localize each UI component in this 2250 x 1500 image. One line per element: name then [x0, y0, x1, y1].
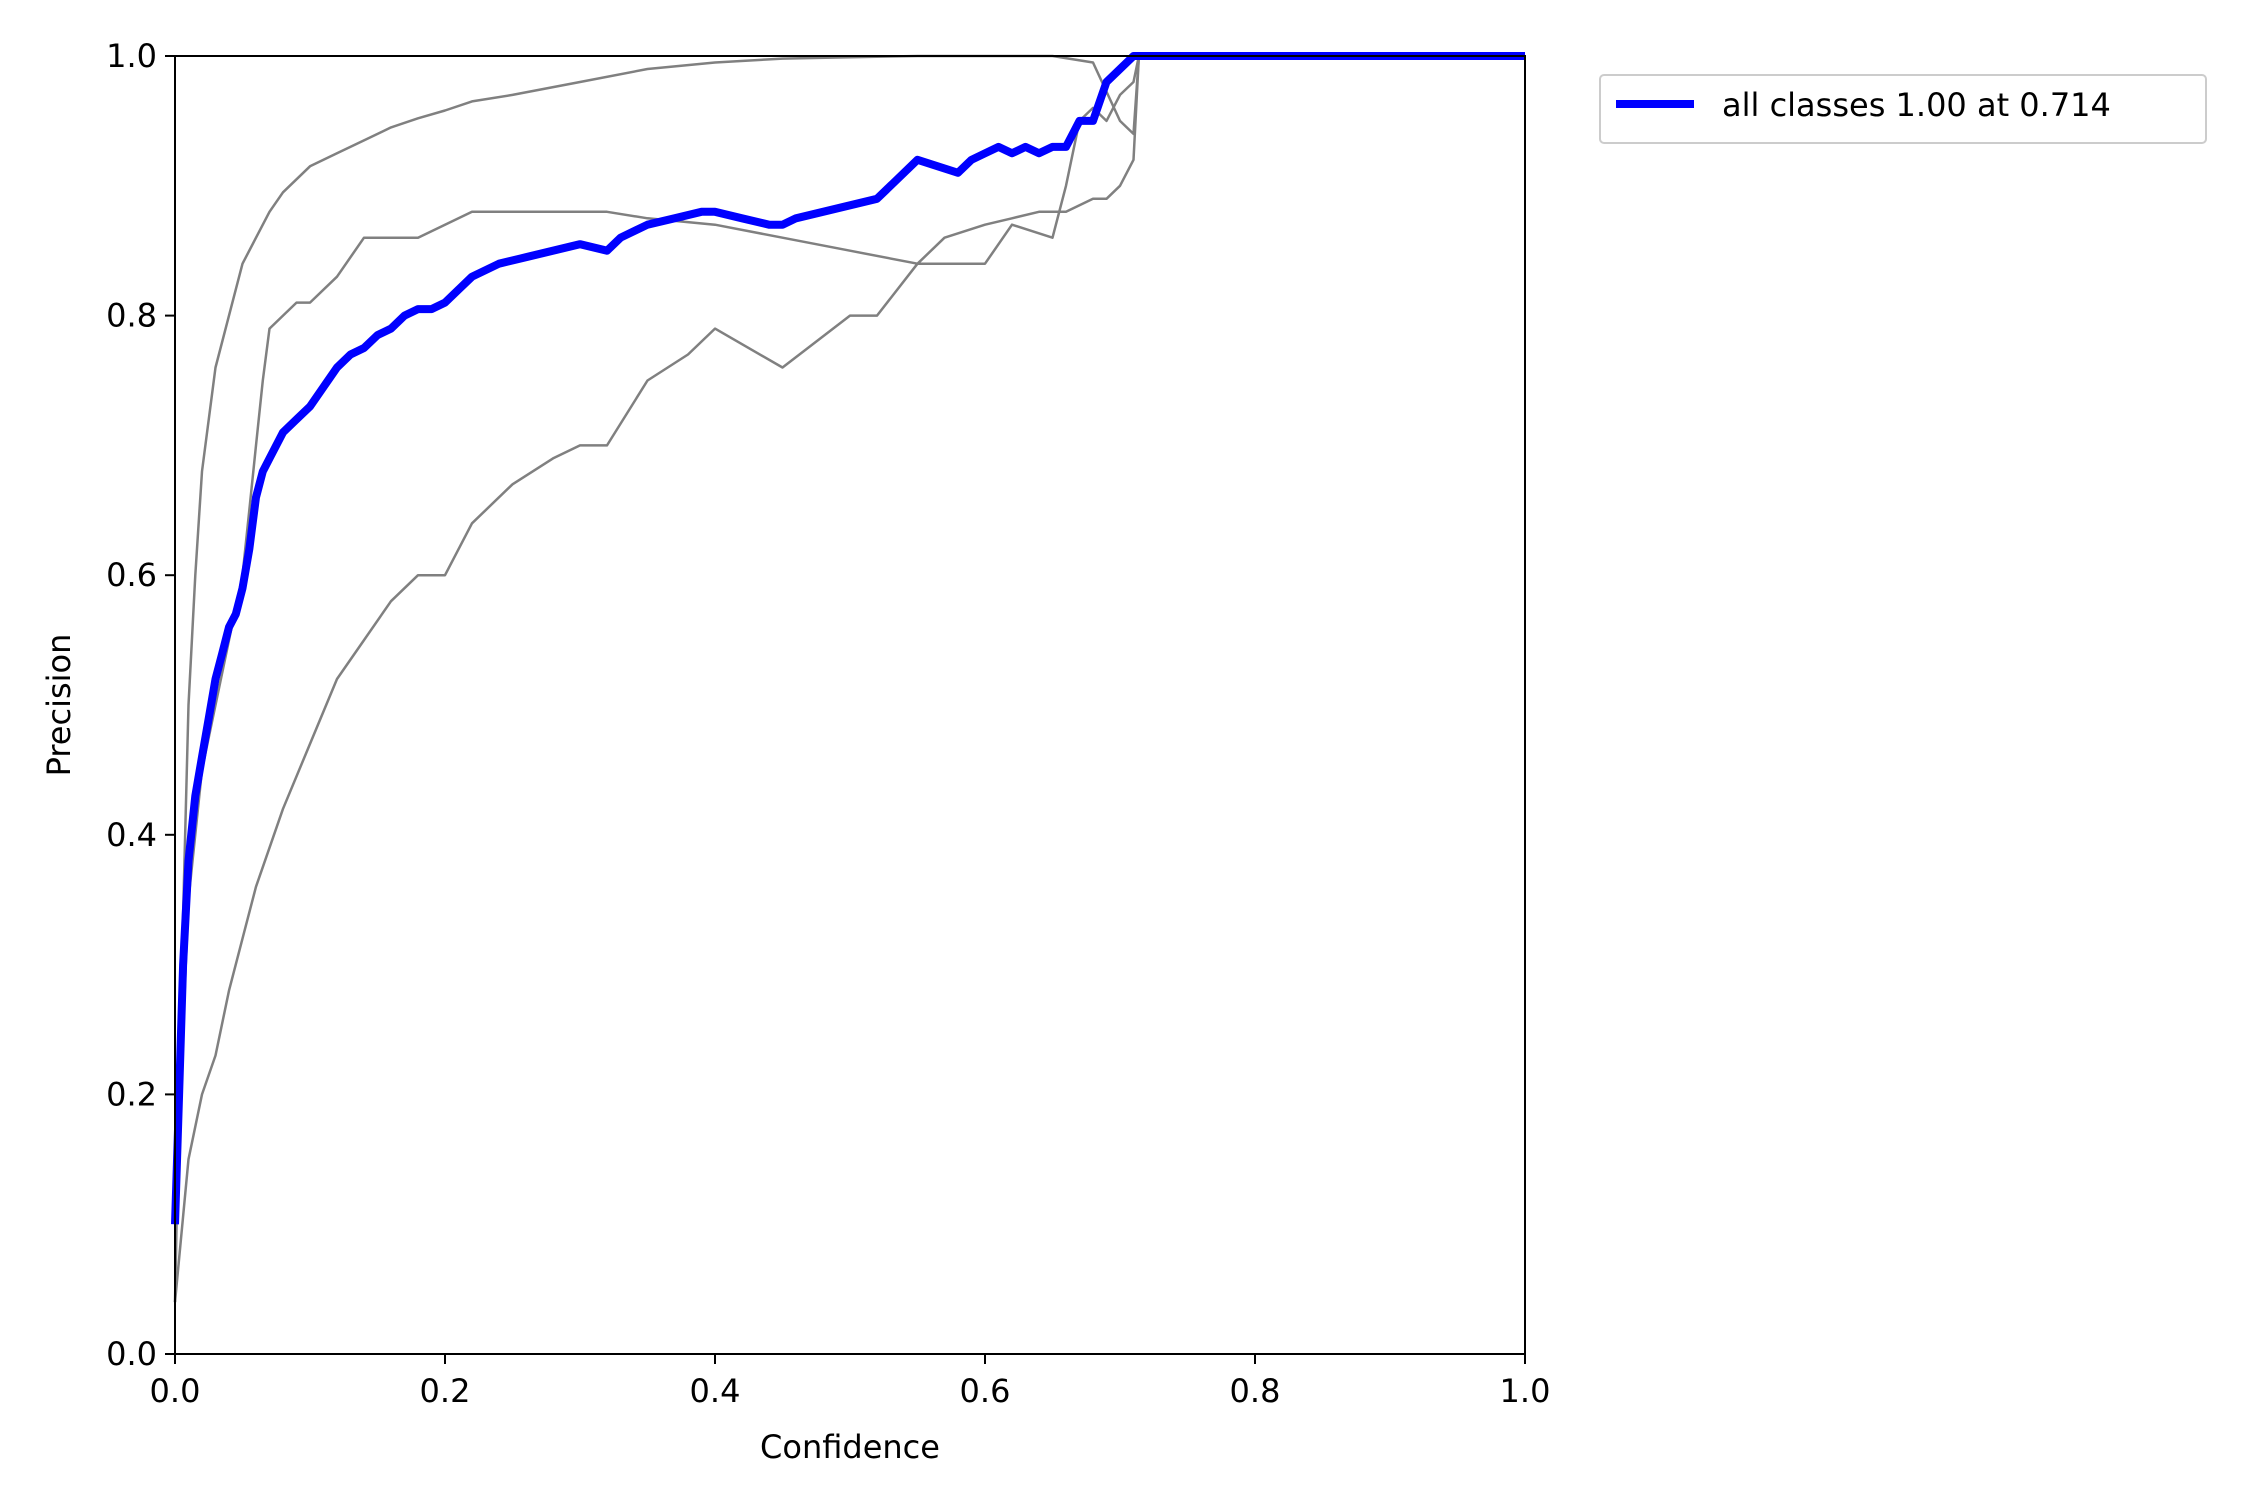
- y-tick-label: 0.6: [106, 556, 157, 594]
- y-tick-label: 0.8: [106, 297, 157, 335]
- x-tick-label: 0.6: [960, 1372, 1011, 1410]
- series-line-class-3: [173, 54, 1525, 1303]
- x-axis-label: Confidence: [760, 1428, 940, 1466]
- x-tick-label: 0.2: [420, 1372, 471, 1410]
- ticks-layer: 0.0 0.2 0.4 0.6 0.8 1.0 0.0 0.2 0.4 0.6 0.8 1.0: [106, 37, 1550, 1410]
- series-line-all-classes: [171, 52, 1525, 1225]
- plot-frame: [174, 55, 1526, 1355]
- x-tick-label: 0.4: [690, 1372, 741, 1410]
- legend-box: [1599, 74, 2207, 144]
- y-tick-label: 0.2: [106, 1075, 157, 1113]
- x-tick-label: 1.0: [1500, 1372, 1551, 1410]
- y-tick-label: 0.4: [106, 816, 157, 854]
- series-layer: [171, 52, 1525, 1303]
- x-tick-label: 0.8: [1230, 1372, 1281, 1410]
- y-axis-label: Precision: [40, 634, 78, 777]
- x-tick-label: 0.0: [150, 1372, 201, 1410]
- series-line-class-1: [173, 54, 1525, 1303]
- legend-label: all classes 1.00 at 0.714: [1722, 86, 2111, 124]
- legend: all classes 1.00 at 0.714: [1599, 74, 2207, 144]
- y-tick-label: 1.0: [106, 37, 157, 75]
- series-line-class-2: [173, 54, 1525, 1225]
- y-tick-label: 0.0: [106, 1335, 157, 1373]
